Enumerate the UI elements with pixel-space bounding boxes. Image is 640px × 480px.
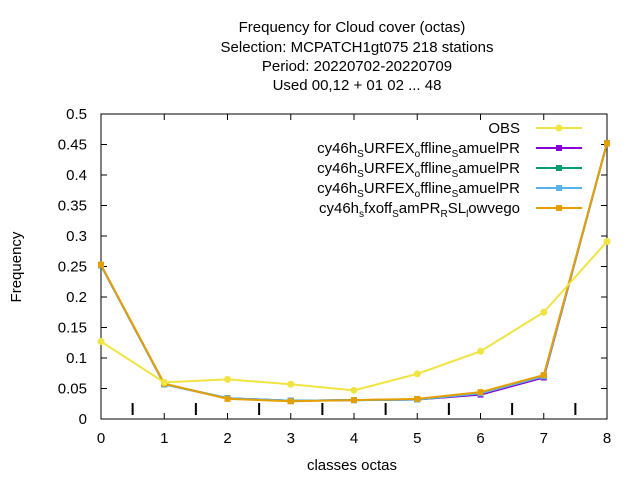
- y-tick-label: 0.4: [66, 167, 87, 184]
- data-point: [287, 398, 294, 405]
- x-tick-label: 5: [413, 430, 421, 447]
- title-line-1: Frequency for Cloud cover (octas): [239, 19, 466, 36]
- data-point: [224, 375, 231, 383]
- x-tick-label: 0: [97, 430, 105, 447]
- data-point: [413, 370, 421, 378]
- data-point: [224, 395, 231, 402]
- data-point: [414, 395, 421, 402]
- x-tick-label: 7: [540, 430, 548, 447]
- y-tick-label: 0.25: [58, 259, 87, 276]
- y-axis: 0 0.05 0.1 0.15 0.2 0.25 0.3 0.35 0.4 0.45 0.5: [58, 106, 607, 428]
- title-line-2: Selection: MCPATCH1gt075 218 stations: [221, 39, 494, 56]
- legend-label: cy46hSURFEXofflineSamuelPR: [317, 140, 520, 160]
- y-axis-label: Frequency: [8, 231, 25, 302]
- data-point: [350, 386, 358, 394]
- legend-entry: cy46hSURFEXofflineSamuelPR: [317, 160, 582, 180]
- legend-marker: [556, 165, 562, 171]
- y-tick-label: 0.35: [58, 198, 87, 215]
- legend: OBScy46hSURFEXofflineSamuelPRcy46hSURFEX…: [317, 120, 582, 220]
- data-point: [160, 378, 168, 386]
- legend-label: cy46hSURFEXofflineSamuelPR: [317, 160, 520, 180]
- legend-entry: cy46hSURFEXofflineSamuelPR: [317, 180, 582, 200]
- x-tick-label: 4: [350, 430, 358, 447]
- legend-entry: cy46hsfxoffSamPRRSLlowvego: [319, 200, 582, 220]
- x-axis-label: classes octas: [307, 457, 397, 474]
- data-point: [97, 338, 105, 346]
- y-tick-label: 0.3: [66, 228, 87, 245]
- series-line: [100, 240, 608, 392]
- data-point: [603, 237, 611, 245]
- data-point: [477, 347, 484, 355]
- y-tick-label: 0.15: [58, 320, 87, 337]
- x-tick-label: 6: [476, 430, 484, 447]
- x-tick-label: 1: [160, 430, 168, 447]
- series-group: [97, 140, 611, 405]
- y-tick-label: 0.5: [66, 106, 87, 123]
- y-tick-label: 0.05: [58, 381, 87, 398]
- data-point: [477, 389, 484, 396]
- legend-label: cy46hSURFEXofflineSamuelPR: [317, 180, 520, 200]
- data-point: [98, 261, 104, 268]
- legend-label: cy46hsfxoffSamPRRSLlowvego: [319, 200, 520, 220]
- title-line-3: Period: 20220702-20220709: [262, 58, 452, 75]
- legend-entry: OBS: [488, 120, 582, 137]
- legend-marker: [556, 205, 562, 211]
- x-tick-label: 2: [223, 430, 231, 447]
- legend-marker: [556, 145, 562, 151]
- y-tick-label: 0: [79, 411, 87, 428]
- x-tick-label: 8: [603, 430, 611, 447]
- legend-marker: [555, 124, 563, 132]
- y-tick-label: 0.1: [66, 350, 87, 367]
- title-line-4: Used 00,12 + 01 02 ... 48: [273, 77, 442, 94]
- x-tick-label: 3: [287, 430, 295, 447]
- y-tick-label: 0.2: [66, 289, 87, 306]
- x-axis: 0 1 2 3 4 5 6 7 8: [97, 114, 611, 447]
- x-axis-minor-ticks: [131, 403, 577, 415]
- series-0: [97, 237, 611, 394]
- legend-label: OBS: [488, 120, 520, 137]
- legend-marker: [556, 185, 562, 191]
- data-point: [351, 397, 357, 404]
- data-point: [540, 372, 547, 379]
- y-tick-label: 0.45: [58, 137, 87, 154]
- legend-entry: cy46hSURFEXofflineSamuelPR: [317, 140, 582, 160]
- data-point: [604, 140, 610, 147]
- chart-title: Frequency for Cloud cover (octas) Select…: [221, 19, 494, 94]
- data-point: [287, 380, 295, 388]
- data-point: [540, 308, 548, 316]
